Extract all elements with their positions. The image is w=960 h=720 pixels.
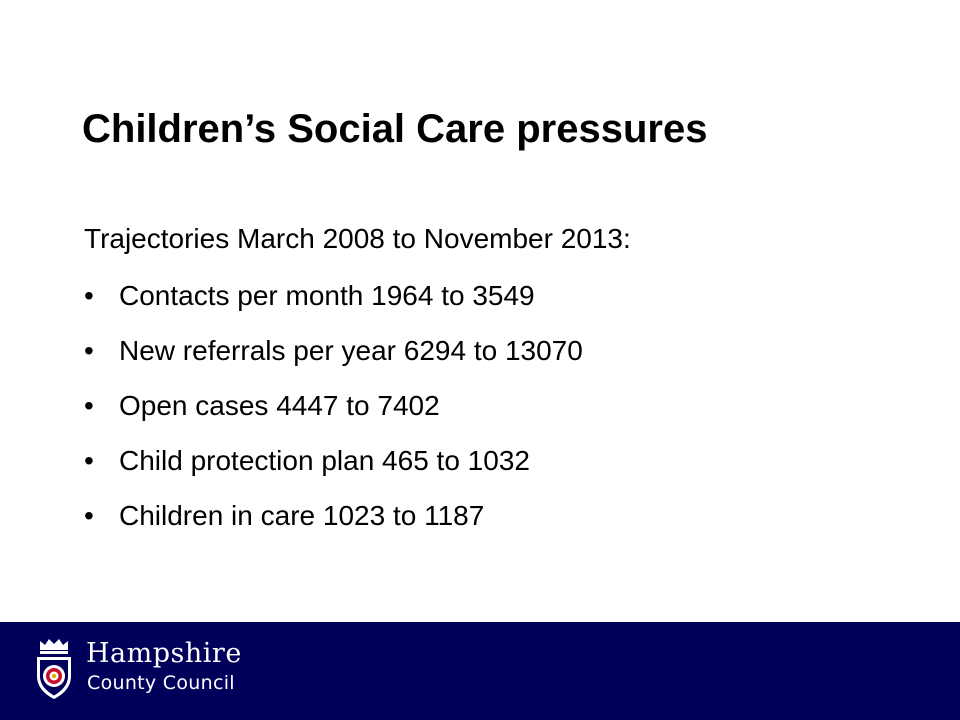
bullet-marker: • bbox=[84, 280, 94, 311]
logo-subtitle: County Council bbox=[87, 672, 235, 694]
bullet-text: Children in care 1023 to 1187 bbox=[119, 500, 485, 531]
logo-name: Hampshire bbox=[86, 638, 242, 669]
council-logo: Hampshire County Council bbox=[30, 632, 330, 712]
intro-text: Trajectories March 2008 to November 2013… bbox=[84, 223, 631, 254]
bullet-marker: • bbox=[84, 335, 94, 366]
bullet-marker: • bbox=[84, 500, 94, 531]
hampshire-crest-icon bbox=[37, 639, 71, 699]
bullet-text: Child protection plan 465 to 1032 bbox=[119, 445, 530, 476]
bullet-text: Open cases 4447 to 7402 bbox=[119, 390, 440, 421]
bullet-marker: • bbox=[84, 390, 94, 421]
bullet-marker: • bbox=[84, 445, 94, 476]
bullet-text: New referrals per year 6294 to 13070 bbox=[119, 335, 583, 366]
slide-title: Children’s Social Care pressures bbox=[82, 107, 708, 151]
footer-bar: Hampshire County Council bbox=[0, 622, 960, 720]
bullet-text: Contacts per month 1964 to 3549 bbox=[119, 280, 535, 311]
